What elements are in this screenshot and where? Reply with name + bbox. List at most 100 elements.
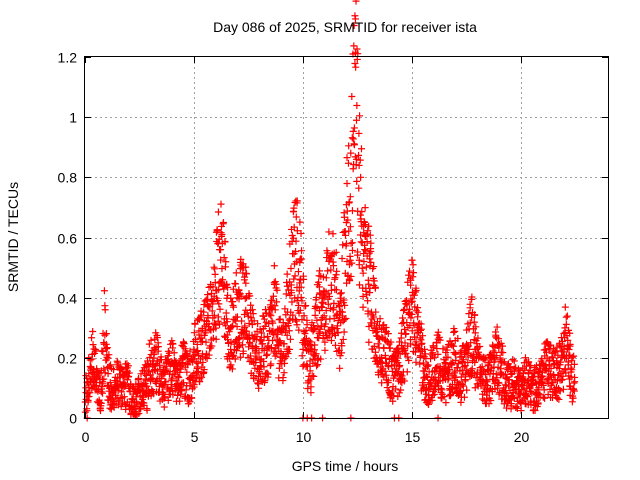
data-point <box>361 241 369 249</box>
data-point <box>356 281 364 289</box>
data-point <box>347 239 355 247</box>
data-point <box>101 306 109 314</box>
data-point <box>298 316 306 324</box>
data-point <box>539 381 547 389</box>
data-point <box>327 337 335 345</box>
data-point <box>422 373 430 381</box>
data-point <box>355 151 363 159</box>
data-point <box>221 237 229 245</box>
data-point <box>305 377 313 385</box>
data-point <box>228 365 236 373</box>
data-point <box>296 218 304 226</box>
data-point <box>157 353 165 361</box>
y-tick-label: 0.8 <box>58 170 78 186</box>
data-point <box>556 387 564 395</box>
data-point <box>267 344 275 352</box>
data-point <box>344 216 352 224</box>
data-point <box>409 273 417 281</box>
data-point <box>471 311 479 319</box>
data-point <box>345 227 353 235</box>
data-point <box>141 370 149 378</box>
data-point <box>410 291 418 299</box>
data-point <box>216 320 224 328</box>
axis-ticks: 0 0.2 0.4 0.6 0.8 1 1.2 0 5 10 15 20 <box>58 50 608 445</box>
data-point <box>476 343 484 351</box>
data-point <box>433 345 441 353</box>
data-point <box>270 262 278 270</box>
data-point <box>290 275 298 283</box>
data-point <box>382 371 390 379</box>
x-tick-label: 5 <box>191 429 199 445</box>
data-point <box>527 401 535 409</box>
data-point <box>120 393 128 401</box>
data-point <box>229 351 237 359</box>
data-point <box>386 344 394 352</box>
data-point <box>221 263 229 271</box>
data-point <box>431 353 439 361</box>
chart-title: Day 086 of 2025, SRMTID for receiver ist… <box>213 19 477 35</box>
data-point <box>199 337 207 345</box>
data-point <box>205 351 213 359</box>
data-point <box>170 349 178 357</box>
data-point <box>342 231 350 239</box>
data-point <box>227 361 235 369</box>
data-point <box>348 246 356 254</box>
x-tick-label: 10 <box>296 429 312 445</box>
data-point <box>351 60 359 68</box>
data-point <box>465 310 473 318</box>
data-point <box>510 357 518 365</box>
data-point <box>404 309 412 317</box>
data-point <box>98 347 106 355</box>
data-point <box>505 363 513 371</box>
data-point <box>164 396 172 404</box>
data-point <box>318 303 326 311</box>
data-point <box>246 292 254 300</box>
data-point <box>103 344 111 352</box>
data-point <box>542 348 550 356</box>
data-point <box>295 302 303 310</box>
data-point <box>419 379 427 387</box>
data-point <box>297 293 305 301</box>
data-point <box>248 321 256 329</box>
data-point <box>408 297 416 305</box>
data-point <box>331 341 339 349</box>
data-point <box>105 351 113 359</box>
data-point <box>310 326 318 334</box>
data-point <box>269 319 277 327</box>
data-point <box>340 209 348 217</box>
data-point <box>86 389 94 397</box>
data-point <box>109 396 117 404</box>
data-point <box>86 356 94 364</box>
data-point <box>293 199 301 207</box>
data-point <box>373 327 381 335</box>
data-point <box>234 343 242 351</box>
data-point <box>169 371 177 379</box>
data-point <box>220 285 228 293</box>
data-point <box>509 356 517 364</box>
data-point <box>526 367 534 375</box>
data-point <box>333 267 341 275</box>
data-point <box>313 362 321 370</box>
data-point <box>291 316 299 324</box>
data-point <box>352 161 360 169</box>
data-point <box>202 338 210 346</box>
data-point <box>434 328 442 336</box>
data-point <box>357 238 365 246</box>
data-point <box>198 373 206 381</box>
data-point <box>260 379 268 387</box>
data-point <box>282 290 290 298</box>
data-point <box>410 269 418 277</box>
data-point <box>346 193 354 201</box>
data-point <box>316 290 324 298</box>
data-point <box>252 358 260 366</box>
data-point <box>466 304 474 312</box>
data-point <box>348 259 356 267</box>
data-point <box>308 372 316 380</box>
data-point <box>329 262 337 270</box>
data-point <box>101 331 109 339</box>
data-point <box>355 184 363 192</box>
data-point <box>535 390 543 398</box>
data-point <box>332 286 340 294</box>
data-point <box>124 373 132 381</box>
data-point <box>519 375 527 383</box>
